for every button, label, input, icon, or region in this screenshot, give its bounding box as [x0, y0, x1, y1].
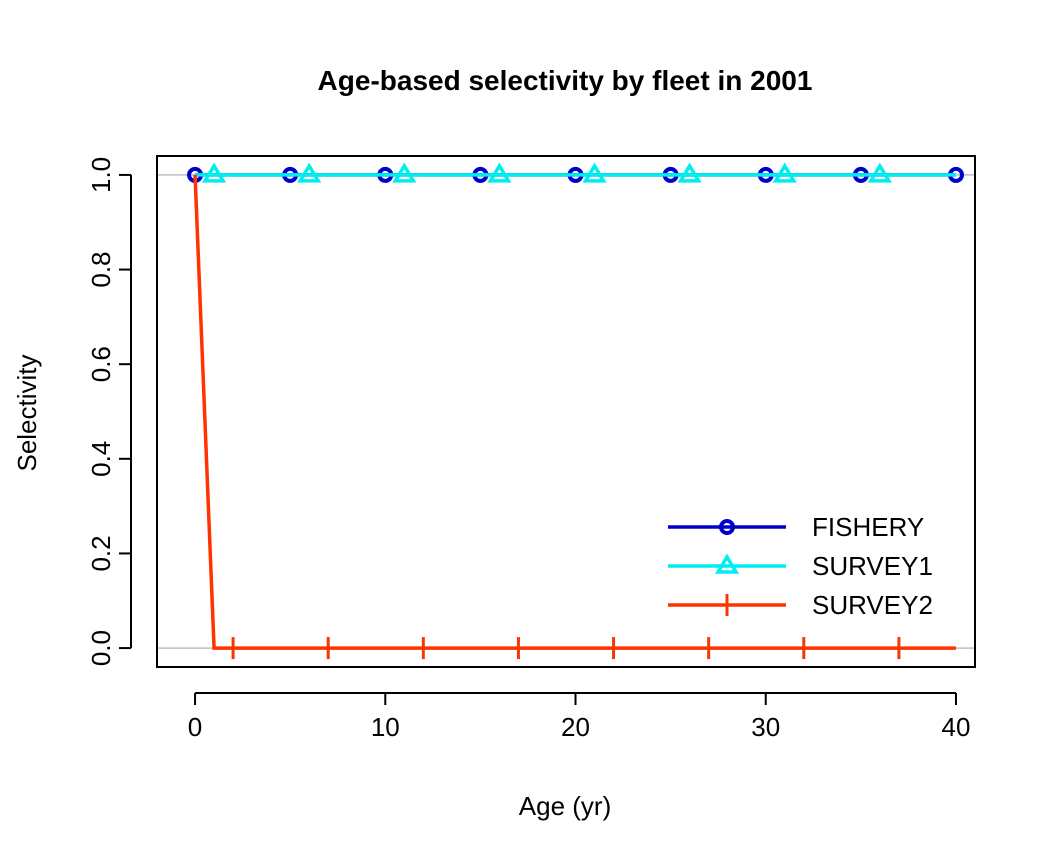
legend-label: SURVEY1 — [812, 551, 933, 581]
triangle-marker — [201, 162, 227, 183]
x-axis: 0 10 20 30 40 — [188, 692, 971, 742]
chart-title: Age-based selectivity by fleet in 2001 — [318, 65, 813, 96]
plot-frame — [156, 155, 976, 668]
y-tick-label: 0.6 — [86, 346, 116, 382]
legend: FISHERY SURVEY1 SURVEY2 — [668, 512, 933, 620]
legend-label: FISHERY — [812, 512, 924, 542]
triangle-marker — [677, 162, 702, 183]
x-tick-label: 40 — [942, 712, 971, 742]
triangle-marker — [487, 162, 512, 183]
y-tick-label: 0.4 — [86, 441, 116, 477]
x-axis-label: Age (yr) — [519, 791, 611, 821]
y-tick-label: 0.8 — [86, 251, 116, 287]
y-tick-label: 1.0 — [86, 157, 116, 193]
x-tick-label: 20 — [561, 712, 590, 742]
legend-label: SURVEY2 — [812, 590, 933, 620]
triangle-marker — [392, 162, 417, 183]
legend-item-survey1: SURVEY1 — [668, 551, 933, 581]
triangle-marker — [297, 162, 322, 183]
y-tick-label: 0.0 — [86, 630, 116, 666]
series-group — [187, 162, 964, 660]
x-tick-label: 10 — [371, 712, 400, 742]
y-tick-label: 0.2 — [86, 535, 116, 571]
x-tick-label: 0 — [188, 712, 202, 742]
triangle-marker — [714, 553, 740, 574]
legend-item-survey2: SURVEY2 — [668, 590, 933, 620]
series-survey1 — [195, 162, 956, 183]
y-axis-label: Selectivity — [12, 354, 42, 471]
x-tick-label: 30 — [751, 712, 780, 742]
triangle-marker — [772, 162, 797, 183]
circle-marker — [719, 519, 735, 535]
legend-item-fishery: FISHERY — [668, 512, 924, 542]
triangle-marker — [867, 162, 892, 183]
triangle-marker — [582, 162, 607, 183]
series-survey2 — [193, 174, 956, 660]
y-axis: 0.0 0.2 0.4 0.6 0.8 1.0 — [86, 157, 132, 666]
